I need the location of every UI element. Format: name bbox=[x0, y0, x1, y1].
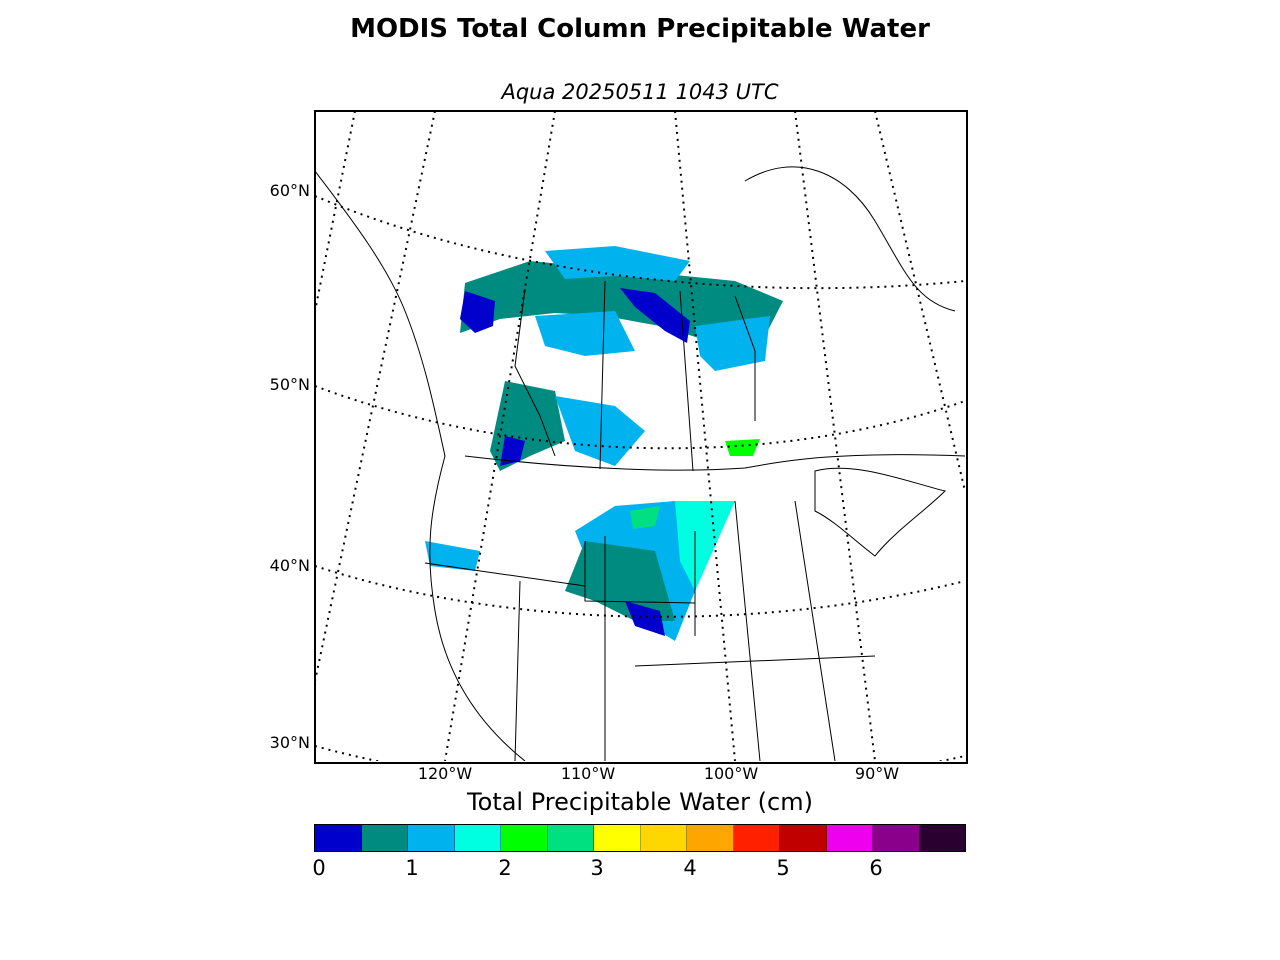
sask-manitoba-border bbox=[679, 290, 694, 472]
colorbar bbox=[314, 824, 966, 852]
pw-swath-cyan-north bbox=[545, 246, 690, 281]
lat-label-30n: 30°N bbox=[269, 733, 310, 752]
pw-swath-aqua-plains bbox=[675, 501, 735, 591]
map-boundaries bbox=[315, 166, 965, 761]
pw-swath-teal-north bbox=[460, 261, 783, 343]
colorbar-swatch-12 bbox=[873, 825, 920, 851]
colorbar-swatch-2 bbox=[408, 825, 455, 851]
us-state-line-5 bbox=[514, 580, 521, 761]
pw-mid-green-patch-south bbox=[630, 506, 660, 529]
colorbar-swatch-0 bbox=[315, 825, 362, 851]
pw-swath-cyan-montana bbox=[555, 396, 645, 466]
alberta-sask-border bbox=[599, 280, 606, 470]
manitoba-ontario-border bbox=[734, 295, 756, 421]
colorbar-swatch-13 bbox=[919, 825, 965, 851]
colorbar-tick-4: 4 bbox=[683, 856, 697, 880]
meridian-120w bbox=[315, 111, 436, 682]
great-lakes-outline bbox=[814, 467, 946, 557]
colorbar-swatch-1 bbox=[361, 825, 408, 851]
lat-label-50n: 50°N bbox=[269, 375, 310, 394]
parallel-40n bbox=[315, 565, 965, 618]
meridian-110w bbox=[444, 111, 556, 761]
colorbar-swatch-8 bbox=[687, 825, 734, 851]
colorbar-tick-0: 0 bbox=[312, 856, 326, 880]
colorbar-swatch-10 bbox=[780, 825, 827, 851]
us-state-line-2 bbox=[584, 541, 696, 604]
parallel-50n bbox=[315, 385, 965, 450]
us-state-line-8 bbox=[794, 500, 836, 761]
alberta-bc-border bbox=[514, 288, 556, 457]
lon-label-110w: 110°W bbox=[560, 764, 616, 783]
parallel-60n bbox=[315, 195, 965, 290]
pw-swath-cyan-east bbox=[695, 316, 770, 371]
colorbar-label: Total Precipitable Water (cm) bbox=[467, 788, 813, 816]
pacific-coastline bbox=[315, 170, 526, 761]
map-panel bbox=[315, 111, 965, 761]
pw-low-bc bbox=[460, 291, 495, 333]
lon-label-90w: 90°W bbox=[854, 764, 900, 783]
hudson-bay-coastline bbox=[744, 166, 956, 312]
colorbar-tick-5: 5 bbox=[776, 856, 790, 880]
colorbar-swatch-7 bbox=[640, 825, 687, 851]
lat-label-40n: 40°N bbox=[269, 556, 310, 575]
figure-title: MODIS Total Column Precipitable Water bbox=[350, 14, 930, 44]
us-state-line-1 bbox=[424, 562, 586, 587]
meridian-90w bbox=[794, 111, 876, 761]
colorbar-swatch-4 bbox=[501, 825, 548, 851]
lat-label-60n: 60°N bbox=[269, 181, 310, 200]
colorbar-tick-6: 6 bbox=[869, 856, 883, 880]
colorbar-tick-3: 3 bbox=[590, 856, 604, 880]
pw-low-manitoba bbox=[620, 288, 690, 343]
us-canada-border bbox=[464, 454, 965, 471]
us-state-line-6 bbox=[734, 500, 761, 761]
colorbar-tick-2: 2 bbox=[498, 856, 512, 880]
colorbar-swatch-9 bbox=[733, 825, 780, 851]
map-canvas bbox=[315, 111, 965, 761]
precipitable-water-field bbox=[425, 246, 783, 641]
colorbar-swatch-6 bbox=[594, 825, 641, 851]
figure-subtitle: Aqua 20250511 1043 UTC bbox=[501, 80, 779, 104]
us-state-line-7 bbox=[634, 655, 876, 667]
pw-mid-green-patch bbox=[725, 439, 760, 456]
pw-low-plains bbox=[625, 601, 665, 636]
meridian-130w bbox=[315, 111, 356, 312]
pw-swath-teal-rockies bbox=[490, 381, 565, 471]
pw-swath-teal-plains bbox=[565, 541, 675, 621]
lon-label-120w: 120°W bbox=[417, 764, 473, 783]
colorbar-tick-1: 1 bbox=[405, 856, 419, 880]
colorbar-swatch-3 bbox=[454, 825, 501, 851]
parallel-30n bbox=[315, 745, 965, 761]
graticule bbox=[315, 111, 965, 761]
lon-label-100w: 100°W bbox=[703, 764, 759, 783]
colorbar-swatch-5 bbox=[547, 825, 594, 851]
meridian-80w bbox=[874, 111, 965, 492]
pw-swath-cyan-central bbox=[535, 311, 635, 356]
colorbar-swatch-11 bbox=[826, 825, 873, 851]
pw-swath-cyan-oregon bbox=[425, 541, 480, 571]
pw-low-rockies bbox=[500, 436, 525, 466]
